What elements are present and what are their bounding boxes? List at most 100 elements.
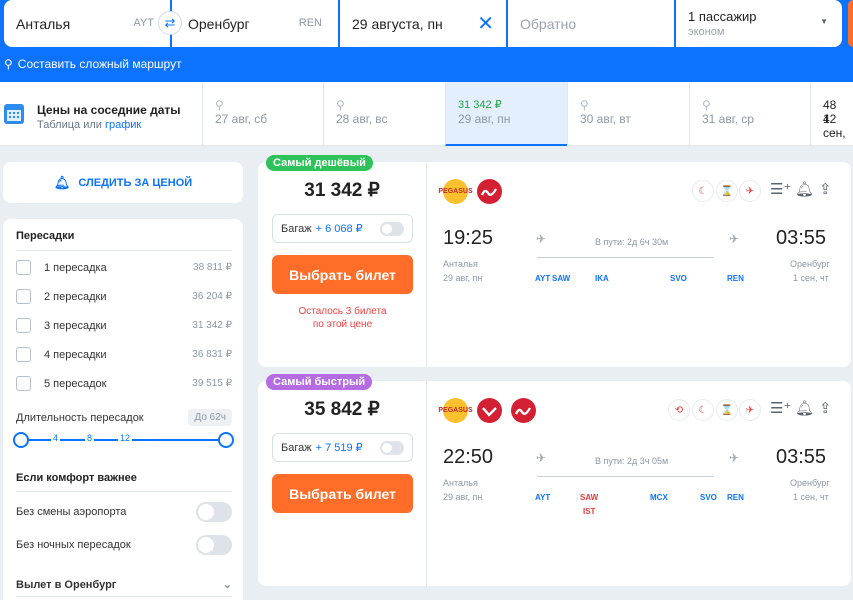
- compare-icon[interactable]: ☰⁺: [770, 400, 792, 417]
- search-button-edge[interactable]: [848, 0, 853, 47]
- baggage-toggle[interactable]: [380, 221, 404, 236]
- ticket-price: 31 342 ₽: [304, 180, 380, 201]
- note-line: Осталось 3 билета: [298, 306, 387, 317]
- return-date-field[interactable]: Обратно: [508, 0, 674, 47]
- ticket-card[interactable]: Самый быстрый 35 842 ₽ Багаж + 7 519 ₽ В…: [258, 374, 851, 586]
- transfer-price: 36 831 ₽: [192, 349, 232, 360]
- baggage-price: + 6 068 ₽: [315, 223, 363, 235]
- airline-logo-nordwind: [477, 179, 502, 204]
- date-cell[interactable]: ⚲ 28 авг, вс: [323, 82, 445, 146]
- date-cell-date: 1 сен,: [823, 112, 846, 140]
- complex-route-label: Составить сложный маршрут: [17, 57, 182, 71]
- bell-icon[interactable]: 🔔︎: [795, 400, 815, 417]
- divider: [16, 596, 232, 597]
- duration-slider[interactable]: 4 8 12: [13, 432, 234, 448]
- baggage-option[interactable]: Багаж + 7 519 ₽: [272, 433, 413, 462]
- compare-icon[interactable]: ☰⁺: [770, 181, 792, 198]
- departure-date: 29 авг, пн: [443, 492, 483, 502]
- date-cell-selected[interactable]: 31 342 ₽ 29 авг, пн: [445, 82, 567, 146]
- slider-handle-max[interactable]: [218, 432, 234, 448]
- arrival-time: 03:55: [776, 446, 827, 468]
- clear-date-icon[interactable]: ✕: [477, 13, 494, 35]
- origin-field[interactable]: Анталья AYT: [4, 0, 170, 47]
- follow-price-button[interactable]: 🔔︎ СЛЕДИТЬ ЗА ЦЕНОЙ: [3, 162, 243, 203]
- baggage-option[interactable]: Багаж + 6 068 ₽: [272, 214, 413, 243]
- arrival-city: Оренбург: [790, 478, 830, 488]
- baggage-label: Багаж: [281, 441, 312, 454]
- checkbox[interactable]: [16, 318, 31, 333]
- checkbox[interactable]: [16, 376, 31, 391]
- chart-link[interactable]: график: [104, 119, 142, 131]
- toggle-switch[interactable]: [196, 501, 232, 522]
- destination-field[interactable]: Оренбург REN: [172, 0, 338, 47]
- departure-section[interactable]: Вылет в Оренбург ⌄: [16, 570, 232, 599]
- date-cell-date: 30 авг, вт: [580, 112, 631, 126]
- toggle-switch[interactable]: [196, 534, 232, 555]
- share-icon[interactable]: ⇪: [819, 400, 832, 417]
- transfer-label: 5 пересадок: [44, 377, 107, 390]
- comfort-option[interactable]: Без смены аэропорта: [16, 497, 232, 526]
- comfort-label: Без смены аэропорта: [16, 505, 127, 518]
- divider: [426, 162, 427, 367]
- date-cell[interactable]: 48 42 1 сен,: [810, 82, 853, 146]
- nearby-dates-title: Цены на соседние даты: [37, 103, 181, 117]
- baggage-label: Багаж: [281, 222, 312, 235]
- date-cell[interactable]: ⚲ 27 авг, сб: [202, 82, 323, 146]
- table-link[interactable]: Таблица: [37, 119, 81, 131]
- date-cell[interactable]: ⚲ 31 авг, ср: [689, 82, 810, 146]
- self-transfer-icon: ⟲: [668, 399, 690, 421]
- airline-logo-nordwind: [511, 398, 536, 423]
- departure-title: Вылет в Оренбург: [16, 578, 117, 591]
- arrival-date: 1 сен, чт: [793, 492, 829, 502]
- transfer-option[interactable]: 1 пересадка 38 811 ₽: [16, 253, 232, 282]
- baggage-toggle[interactable]: [380, 440, 404, 455]
- swap-icon[interactable]: ⇄: [158, 11, 182, 35]
- search-icon: ⚲: [702, 98, 711, 112]
- passengers-field[interactable]: 1 пассажир эконом ▼: [676, 0, 842, 47]
- slider-handle-min[interactable]: [13, 432, 29, 448]
- buy-ticket-button[interactable]: Выбрать билет: [272, 255, 413, 294]
- airport-code: REN: [727, 493, 744, 502]
- landing-icon: ✈: [729, 232, 740, 246]
- origin-code: AYT: [133, 17, 154, 29]
- transfer-option[interactable]: 2 пересадки 36 204 ₽: [16, 282, 232, 311]
- duration-badge: До 62ч: [188, 409, 232, 426]
- long-transfer-icon: ⌛: [716, 399, 738, 421]
- comfort-title: Если комфорт важнее: [16, 472, 137, 484]
- bell-icon[interactable]: 🔔︎: [795, 181, 815, 198]
- checkbox[interactable]: [16, 289, 31, 304]
- checkbox[interactable]: [16, 260, 31, 275]
- date-cell[interactable]: ⚲ 30 авг, вт: [567, 82, 689, 146]
- comfort-option[interactable]: Без ночных пересадок: [16, 530, 232, 559]
- ticket-card[interactable]: Самый дешёвый 31 342 ₽ Багаж + 6 068 ₽ В…: [258, 155, 851, 367]
- airport-code: SVO: [700, 493, 717, 502]
- calendar-icon: [4, 104, 24, 124]
- complex-route-link[interactable]: ⚲ Составить сложный маршрут: [4, 57, 182, 71]
- or-text: или: [83, 119, 102, 131]
- date-cell-date: 27 авг, сб: [215, 112, 268, 126]
- divider: [426, 381, 427, 586]
- tickets-left-note: Осталось 3 билета по этой цене: [272, 305, 413, 331]
- airport-change-icon: ✈: [739, 399, 761, 421]
- route-icon: ⚲: [4, 57, 13, 71]
- origin-value: Анталья: [16, 15, 71, 32]
- buy-ticket-button[interactable]: Выбрать билет: [272, 474, 413, 513]
- transfer-option[interactable]: 3 пересадки 31 342 ₽: [16, 311, 232, 340]
- takeoff-icon: ✈: [536, 451, 547, 465]
- checkbox[interactable]: [16, 347, 31, 362]
- transfer-option[interactable]: 4 пересадки 36 831 ₽: [16, 340, 232, 369]
- chevron-down-icon: ⌄: [222, 579, 232, 591]
- depart-date-field[interactable]: 29 августа, пн ✕: [340, 0, 506, 47]
- cabin-class: эконом: [688, 26, 725, 38]
- passengers-count: 1 пассажир: [688, 9, 757, 24]
- transfer-option[interactable]: 5 пересадок 39 515 ₽: [16, 369, 232, 398]
- airline-logo-pegasus: PEGASUS: [438, 398, 473, 423]
- share-icon[interactable]: ⇪: [819, 181, 832, 198]
- airport-code: MCX: [650, 493, 668, 502]
- note-line: по этой цене: [312, 319, 373, 330]
- slider-tick: 12: [118, 433, 133, 443]
- airport-code-changed: IST: [583, 507, 596, 516]
- airport-code: REN: [727, 274, 744, 283]
- duration-label: Длительность пересадок: [16, 411, 144, 424]
- search-header: Анталья AYT ⇄ Оренбург REN 29 августа, п…: [0, 0, 853, 82]
